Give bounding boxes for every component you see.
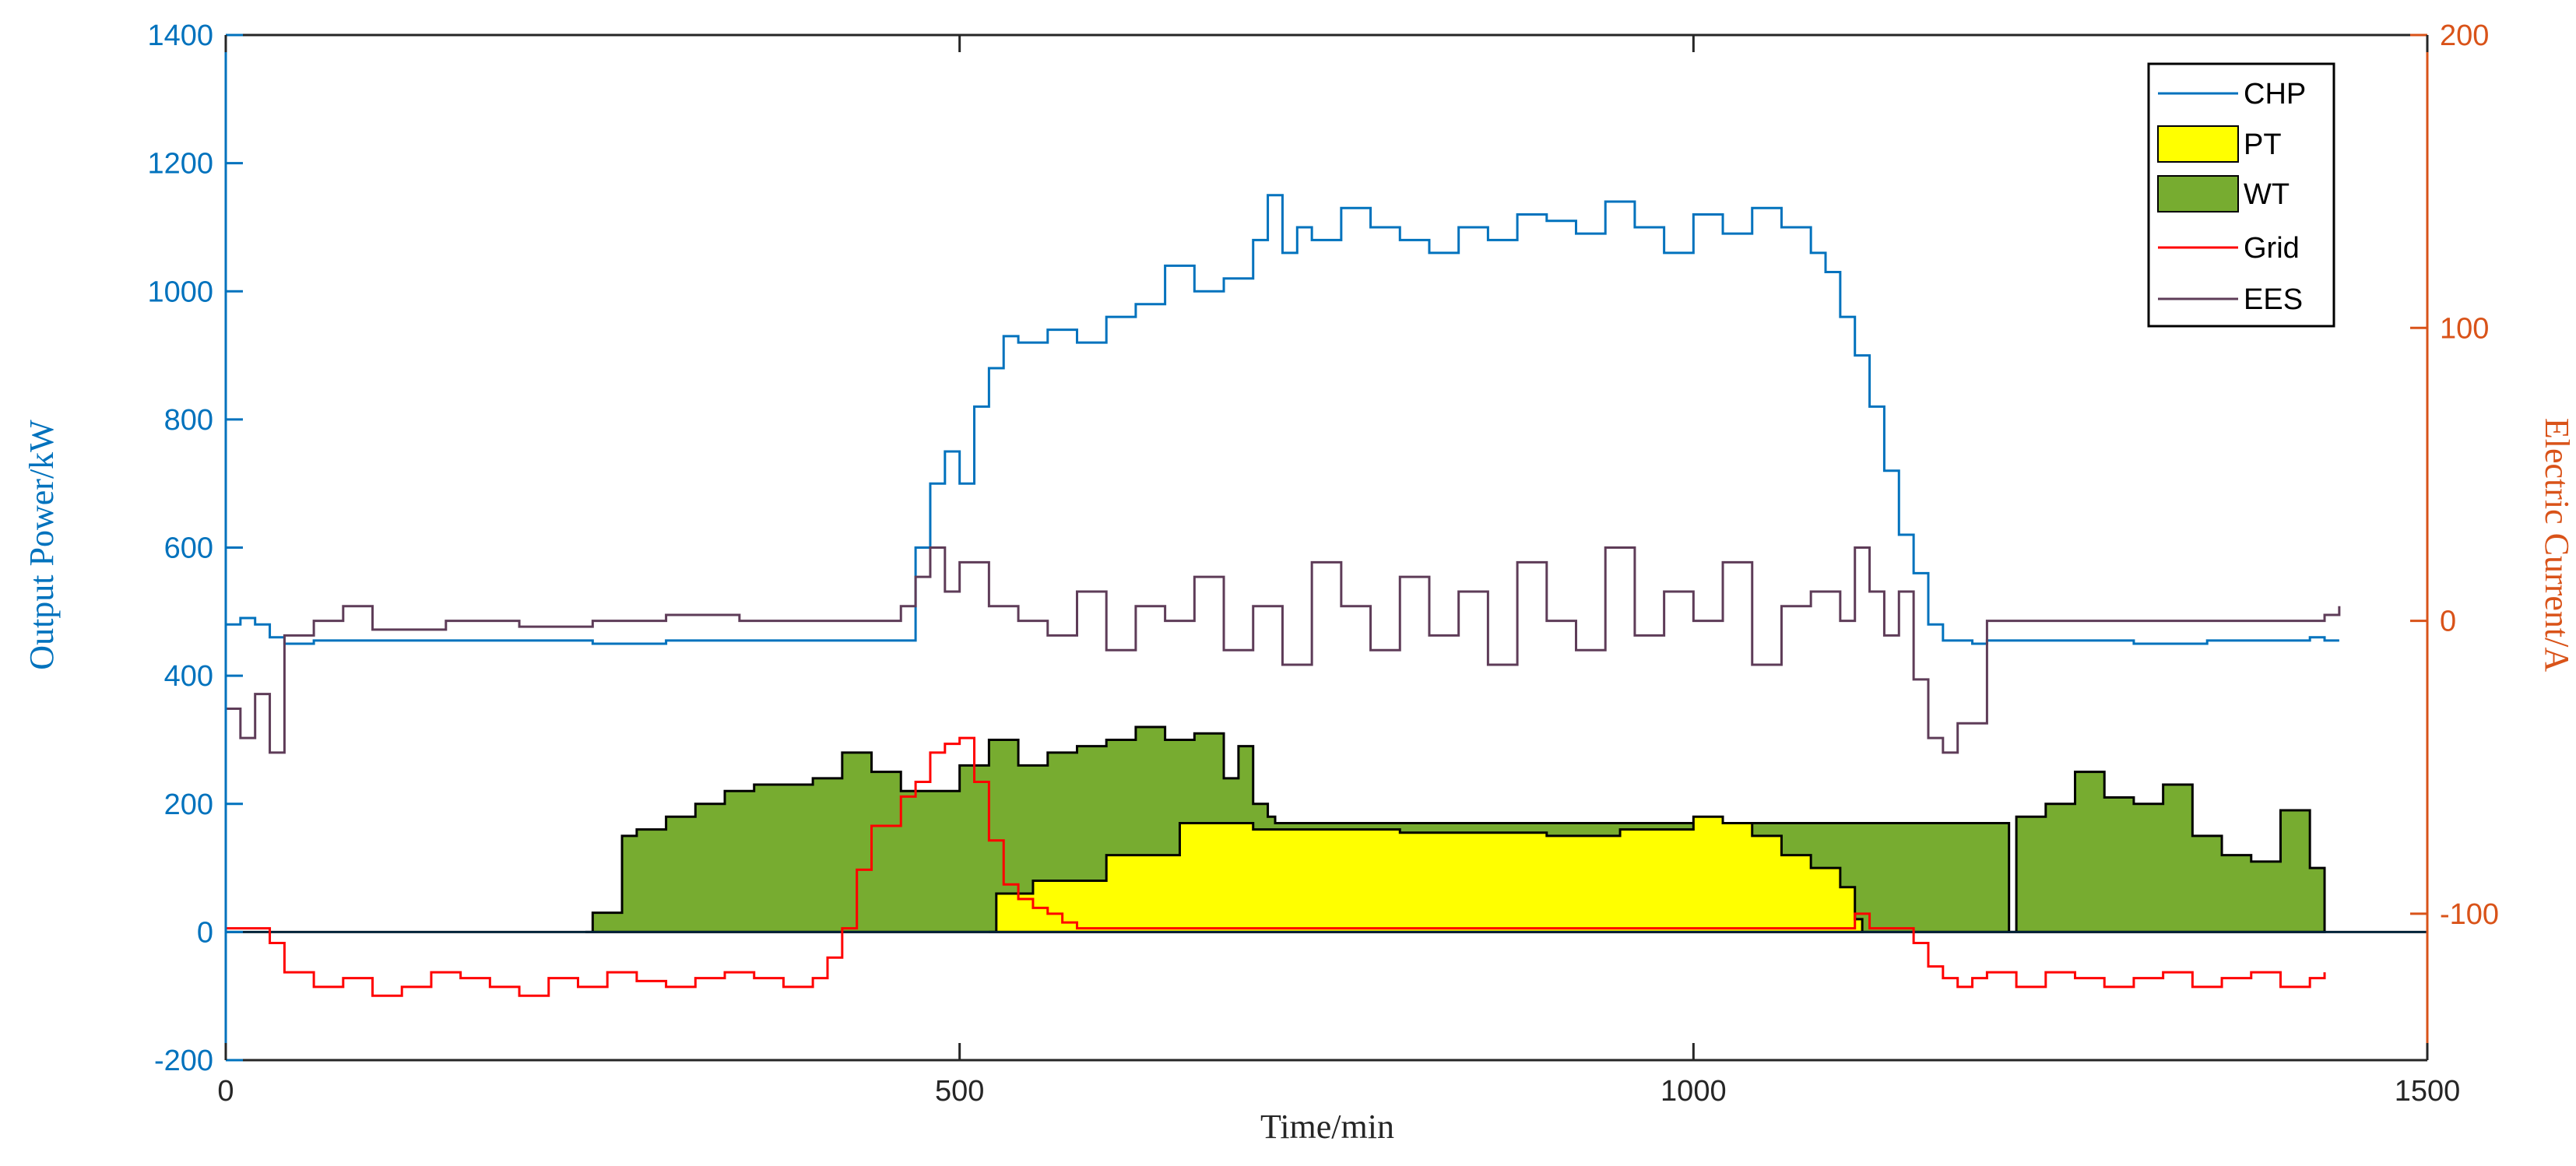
right-tick-label: -100 <box>2440 898 2499 931</box>
series-lines-layer <box>226 194 2427 997</box>
right-tick-label: 100 <box>2440 312 2489 345</box>
series-area-pt <box>989 815 1864 933</box>
axes-layer <box>224 33 2429 1062</box>
legend: CHP PT WT Grid EES <box>2147 62 2335 328</box>
plot-area-layer <box>585 725 2326 933</box>
right-tick-label: 200 <box>2440 19 2489 52</box>
x-axis-title: Time/min <box>1260 1108 1394 1146</box>
left-tick-label: 1000 <box>147 276 213 308</box>
tick-labels-layer: -2000200400600800100012001400-1000100200… <box>147 19 2499 1108</box>
right-y-axis-title: Electric Current/A <box>2538 418 2576 672</box>
right-tick-label: 0 <box>2440 606 2456 638</box>
legend-swatch-pt <box>2157 125 2239 163</box>
series-line-grid <box>226 736 2326 997</box>
left-tick-label: 1400 <box>147 19 213 52</box>
left-tick-label: 600 <box>164 532 213 565</box>
legend-label-ees: EES <box>2244 283 2303 316</box>
legend-label-chp: CHP <box>2244 78 2306 111</box>
legend-label-wt: WT <box>2244 178 2290 211</box>
left-tick-label: 1200 <box>147 148 213 181</box>
legend-label-grid: Grid <box>2244 232 2300 265</box>
legend-swatch-wt <box>2157 175 2239 212</box>
legend-label-pt: PT <box>2244 128 2282 161</box>
left-tick-label: -200 <box>154 1045 213 1077</box>
left-tick-label: 0 <box>197 916 213 949</box>
x-tick-label: 0 <box>217 1075 234 1108</box>
left-y-axis-title: Output Power/kW <box>23 420 61 670</box>
left-tick-label: 400 <box>164 660 213 693</box>
left-tick-label: 200 <box>164 788 213 821</box>
series-line-chp <box>226 194 2339 645</box>
left-tick-label: 800 <box>164 404 213 437</box>
x-tick-label: 500 <box>935 1075 984 1108</box>
series-area-wt <box>585 725 2326 933</box>
x-tick-label: 1000 <box>1661 1075 1727 1108</box>
x-tick-label: 1500 <box>2395 1075 2461 1108</box>
series-line-ees <box>226 546 2341 754</box>
